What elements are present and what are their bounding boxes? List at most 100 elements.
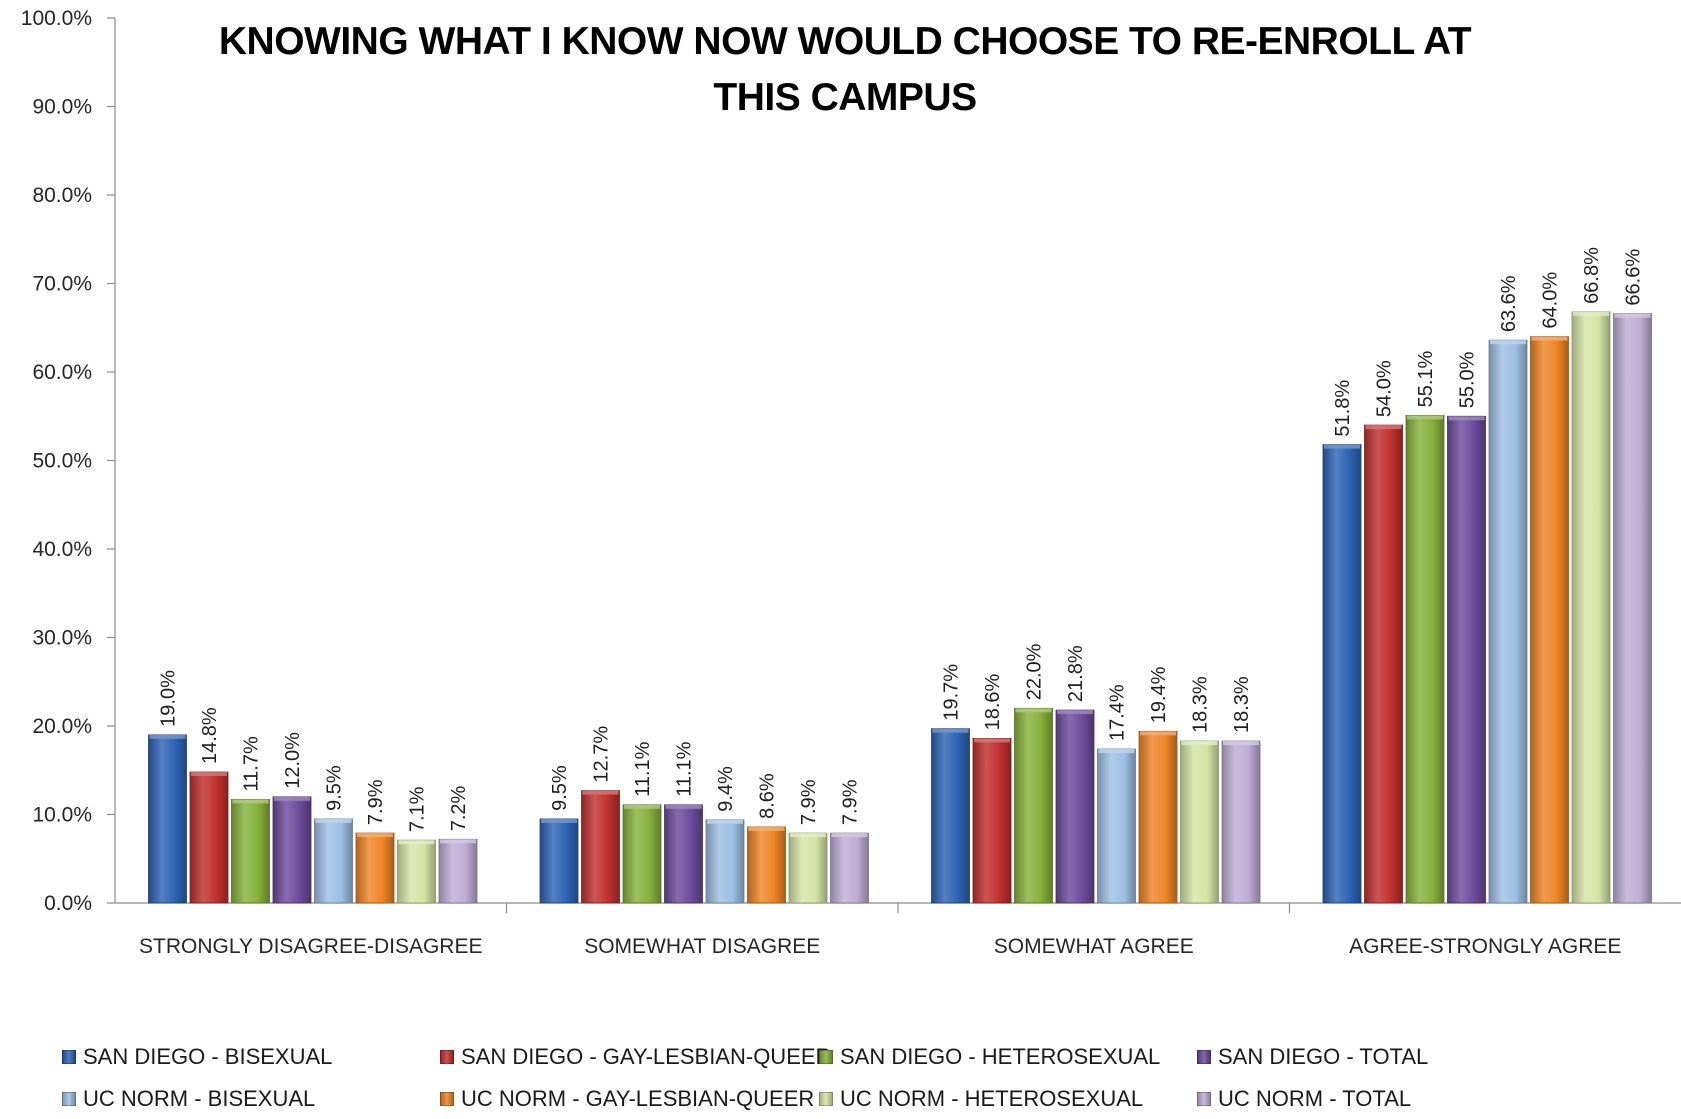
- data-label: 14.8%: [199, 707, 221, 764]
- bar-top-highlight: [1140, 731, 1176, 736]
- x-tick-label: SOMEWHAT AGREE: [994, 935, 1194, 958]
- data-label: 7.9%: [365, 779, 387, 825]
- y-tick-label: 0.0%: [44, 892, 92, 915]
- bar: [355, 832, 395, 904]
- x-tick-label: STRONGLY DISAGREE-DISAGREE: [139, 935, 482, 958]
- legend-swatch: [62, 1050, 76, 1064]
- legend-item: SAN DIEGO - GAY-LESBIAN-QUEER: [440, 1040, 831, 1074]
- data-label: 19.0%: [158, 670, 180, 727]
- legend-swatch: [819, 1092, 833, 1106]
- legend-item: SAN DIEGO - BISEXUAL: [62, 1040, 332, 1074]
- bar: [1221, 740, 1261, 904]
- data-label: 9.5%: [549, 765, 571, 811]
- data-label: 18.3%: [1190, 676, 1212, 733]
- legend-item: UC NORM - BISEXUAL: [62, 1082, 315, 1116]
- data-label: 63.6%: [1498, 275, 1520, 332]
- bar: [1405, 414, 1445, 904]
- bar-top-highlight: [232, 799, 269, 804]
- bar-top-highlight: [1015, 708, 1052, 713]
- y-tick-label: 10.0%: [32, 804, 92, 827]
- chart-title: KNOWING WHAT I KNOW NOW WOULD CHOOSE TO …: [150, 14, 1540, 126]
- bar: [1447, 415, 1486, 904]
- legend-swatch: [440, 1092, 454, 1106]
- data-label: 55.0%: [1457, 351, 1479, 408]
- bar: [539, 818, 579, 904]
- bar-top-highlight: [1365, 425, 1402, 430]
- bar-top-highlight: [1448, 416, 1485, 421]
- data-label: 17.4%: [1107, 684, 1129, 741]
- chart-title-line-2: THIS CAMPUS: [713, 76, 977, 119]
- bar: [705, 819, 745, 904]
- y-tick-label: 50.0%: [32, 450, 92, 473]
- legend-label: UC NORM - HETEROSEXUAL: [840, 1086, 1144, 1111]
- bar: [931, 728, 970, 904]
- data-label: 64.0%: [1540, 272, 1562, 329]
- y-tick-label: 20.0%: [32, 715, 92, 738]
- bar: [1138, 730, 1178, 904]
- legend-swatch: [440, 1050, 454, 1064]
- bar-top-highlight: [624, 804, 660, 809]
- data-label: 12.7%: [591, 726, 613, 783]
- data-label: 11.1%: [632, 741, 654, 796]
- bar: [622, 804, 662, 904]
- data-label: 19.7%: [941, 664, 963, 721]
- y-tick-label: 70.0%: [32, 273, 92, 296]
- legend-label: SAN DIEGO - HETEROSEXUAL: [840, 1044, 1161, 1069]
- data-label: 9.5%: [324, 765, 346, 811]
- bar-top-highlight: [1531, 336, 1568, 341]
- bar-top-highlight: [707, 819, 743, 824]
- bar-top-highlight: [932, 728, 969, 733]
- legend-item: SAN DIEGO - HETEROSEXUAL: [819, 1040, 1160, 1074]
- bar-top-highlight: [541, 818, 577, 823]
- bar: [664, 804, 703, 904]
- data-label: 54.0%: [1374, 360, 1396, 417]
- legend-item: UC NORM - GAY-LESBIAN-QUEER: [440, 1082, 814, 1116]
- bar: [972, 737, 1012, 904]
- data-label: 11.7%: [241, 736, 263, 791]
- legend-item: UC NORM - HETEROSEXUAL: [819, 1082, 1143, 1116]
- data-label: 7.9%: [798, 779, 820, 825]
- data-label: 18.3%: [1231, 676, 1253, 733]
- y-tick-label: 90.0%: [32, 96, 92, 119]
- bar-top-highlight: [1223, 741, 1259, 746]
- bar: [1530, 336, 1569, 904]
- legend-swatch: [819, 1050, 833, 1064]
- bar: [231, 799, 270, 904]
- bar: [1055, 709, 1095, 904]
- bar: [1322, 444, 1362, 904]
- bar: [397, 839, 436, 904]
- bar-top-highlight: [582, 790, 619, 795]
- bar-top-highlight: [1573, 311, 1609, 316]
- legend-label: UC NORM - TOTAL: [1218, 1086, 1412, 1111]
- legend-label: SAN DIEGO - BISEXUAL: [83, 1044, 333, 1069]
- bar-top-highlight: [1057, 710, 1093, 715]
- bar: [1571, 311, 1611, 904]
- bar: [747, 826, 786, 904]
- data-label: 7.9%: [840, 779, 862, 825]
- bar: [189, 771, 229, 904]
- bar-top-highlight: [1490, 340, 1526, 345]
- legend-swatch: [62, 1092, 76, 1106]
- bar: [314, 818, 353, 904]
- legend-swatch: [1197, 1050, 1211, 1064]
- bar: [438, 838, 478, 904]
- bar: [272, 796, 312, 904]
- data-label: 19.4%: [1148, 666, 1170, 723]
- bar-top-highlight: [440, 839, 476, 844]
- bar: [788, 832, 828, 904]
- legend-swatch: [1197, 1092, 1211, 1106]
- bar: [1613, 313, 1652, 904]
- data-label: 55.1%: [1415, 350, 1437, 407]
- data-label: 8.6%: [757, 773, 779, 819]
- data-label: 9.4%: [715, 766, 737, 812]
- legend-item: SAN DIEGO - TOTAL: [1197, 1040, 1428, 1074]
- y-tick-label: 100.0%: [21, 7, 92, 30]
- bar-top-highlight: [1407, 415, 1443, 420]
- y-tick-label: 40.0%: [32, 538, 92, 561]
- bar: [148, 734, 187, 904]
- bar: [830, 832, 869, 904]
- bar-top-highlight: [1614, 313, 1651, 318]
- data-label: 18.6%: [982, 673, 1004, 730]
